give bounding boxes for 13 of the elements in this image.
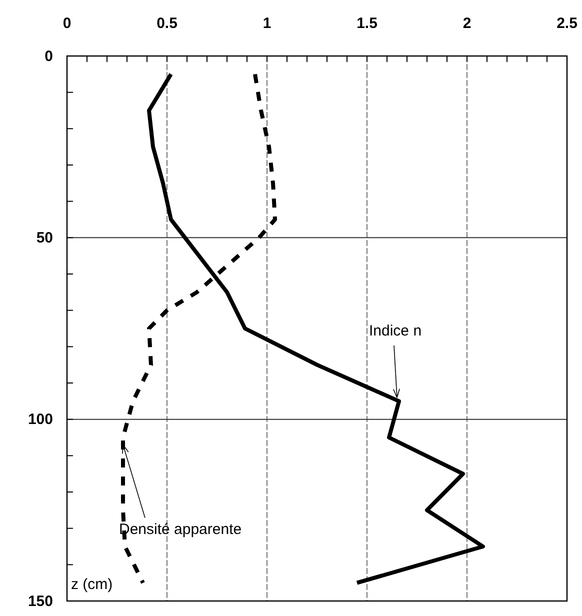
y-axis-title: z (cm) [71,576,113,593]
y-tick-label: 100 [28,411,53,428]
x-tick-label: 2 [462,15,472,32]
y-tick-label: 50 [36,229,53,246]
annotation: Indice n [369,322,422,340]
x-tick-label: 1 [262,15,272,32]
y-tick-label: 0 [44,48,53,65]
x-tick-label: 2.5 [556,15,578,32]
annotation: Densité apparente [119,520,242,538]
x-tick-label: 0 [62,15,72,32]
x-tick-label: 0.5 [156,15,178,32]
x-tick-label: 1.5 [356,15,378,32]
y-tick-label: 150 [28,592,53,610]
